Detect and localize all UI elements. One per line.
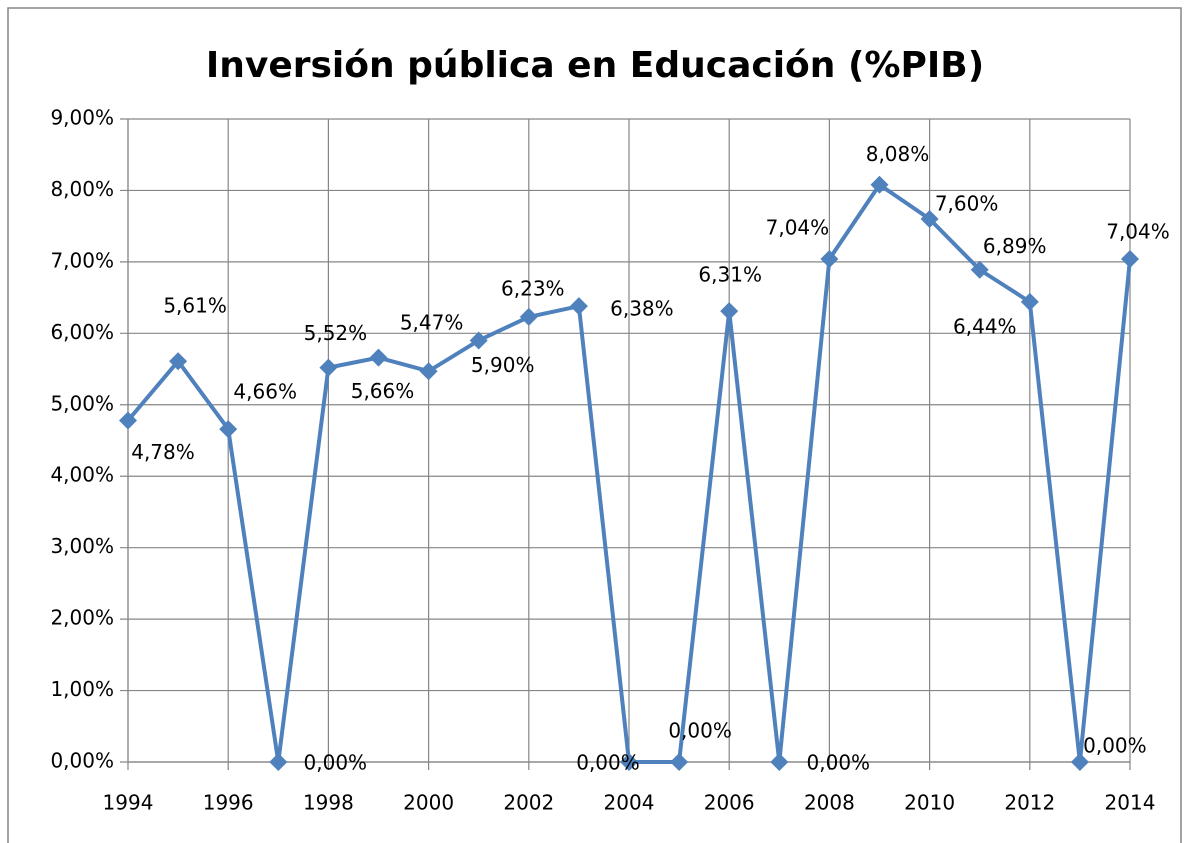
point: [519, 307, 538, 326]
point: [970, 260, 989, 279]
x-tick-label: 2012: [1004, 791, 1055, 815]
data-label: 5,52%: [304, 321, 368, 345]
point: [920, 210, 939, 229]
data-label: 7,04%: [766, 216, 830, 240]
data-label: 0,00%: [807, 751, 871, 775]
y-tick-label: 8,00%: [50, 177, 114, 201]
point: [269, 753, 288, 771]
point: [569, 297, 588, 316]
point: [820, 250, 839, 269]
y-tick-label: 4,00%: [50, 463, 114, 487]
point: [119, 411, 137, 430]
x-tick-label: 1998: [303, 791, 354, 815]
point: [169, 352, 188, 371]
point: [469, 331, 488, 350]
x-tick-label: 1996: [203, 791, 254, 815]
data-label: 5,66%: [351, 379, 415, 403]
point: [219, 420, 238, 439]
y-tick-label: 2,00%: [50, 606, 114, 630]
data-label: 7,04%: [1106, 220, 1170, 244]
point: [670, 753, 689, 771]
x-tick-label: 2008: [804, 791, 855, 815]
data-label: 0,00%: [304, 751, 368, 775]
data-label: 0,00%: [1083, 734, 1147, 758]
data-label: 6,23%: [501, 276, 565, 300]
point: [1070, 753, 1089, 771]
data-label: 0,00%: [668, 719, 732, 743]
y-tick-label: 6,00%: [50, 320, 114, 344]
y-tick-label: 0,00%: [50, 749, 114, 773]
data-label: 0,00%: [576, 751, 640, 775]
data-label: 4,78%: [131, 440, 195, 464]
point: [720, 302, 739, 321]
point: [369, 348, 388, 367]
point: [620, 753, 638, 771]
point: [319, 358, 338, 377]
y-tick-label: 9,00%: [50, 106, 114, 130]
x-tick-label: 1994: [103, 791, 154, 815]
data-label: 4,66%: [233, 380, 297, 404]
data-label: 5,47%: [400, 311, 464, 335]
data-label: 6,44%: [953, 314, 1017, 338]
point: [770, 753, 789, 771]
data-label: 6,89%: [983, 234, 1047, 258]
x-tick-label: 2010: [904, 791, 955, 815]
y-tick-label: 5,00%: [50, 391, 114, 415]
data-label: 6,31%: [698, 263, 762, 287]
data-label: 7,60%: [935, 192, 999, 216]
y-tick-label: 7,00%: [50, 248, 114, 272]
data-label: 5,61%: [163, 294, 227, 318]
x-tick-label: 2002: [503, 791, 554, 815]
chart-frame: [7, 7, 1182, 843]
chart-title: Inversión pública en Educación (%PIB): [206, 45, 984, 86]
x-tick-label: 2004: [604, 791, 655, 815]
y-tick-label: 1,00%: [50, 677, 114, 701]
data-label: 6,38%: [610, 297, 674, 321]
x-tick-label: 2014: [1105, 791, 1156, 815]
y-tick-label: 3,00%: [50, 534, 114, 558]
point: [870, 175, 889, 194]
point: [419, 362, 438, 381]
x-tick-label: 2006: [704, 791, 755, 815]
x-tick-label: 2000: [403, 791, 454, 815]
point: [1121, 250, 1139, 269]
data-label: 8,08%: [866, 142, 930, 166]
point: [1020, 292, 1039, 311]
data-label: 5,90%: [471, 353, 535, 377]
